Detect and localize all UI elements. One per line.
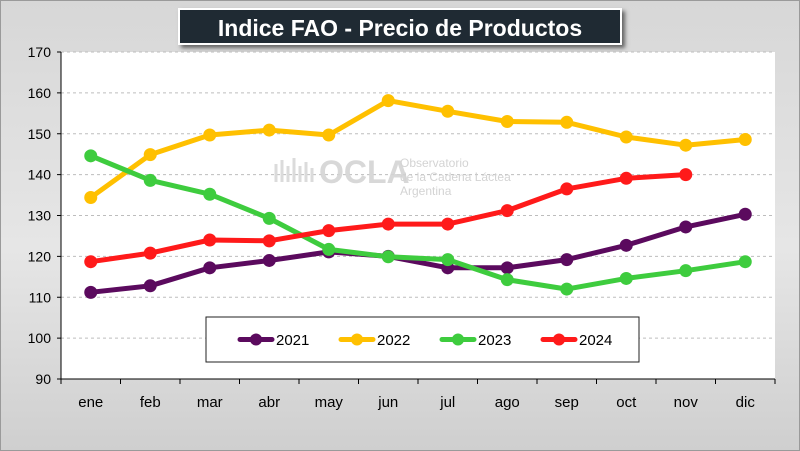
series-2023 <box>84 149 752 296</box>
point-2021-mar <box>203 261 217 275</box>
point-2023-oct <box>619 271 633 285</box>
point-2021-ene <box>84 285 98 299</box>
y-tick-label-120: 120 <box>28 248 52 264</box>
point-2023-feb <box>143 173 157 187</box>
gridlines <box>61 51 775 339</box>
watermark-line-3: Argentina <box>400 184 452 198</box>
point-2023-nov <box>679 264 693 278</box>
point-2024-abr <box>262 234 276 248</box>
point-2021-nov <box>679 220 693 234</box>
legend-label-2023: 2023 <box>478 332 511 349</box>
point-2024-mar <box>203 233 217 247</box>
point-2024-ago <box>500 204 514 218</box>
point-2022-ene <box>84 191 98 205</box>
ocla-logo-icon <box>274 158 314 182</box>
y-tick-label-150: 150 <box>28 126 52 142</box>
y-tick-label-140: 140 <box>28 167 52 183</box>
point-2024-ene <box>84 255 98 269</box>
y-tick-label-170: 170 <box>28 44 52 60</box>
watermark-logo-text: OCLA <box>319 154 410 190</box>
series-2022 <box>84 94 752 205</box>
point-2022-ago <box>500 114 514 128</box>
point-2022-jul <box>441 104 455 118</box>
point-2024-jun <box>381 217 395 231</box>
legend-marker-2021 <box>250 333 262 346</box>
x-tick-label-mar: mar <box>197 394 223 411</box>
point-2022-may <box>322 128 336 142</box>
x-tick-label-ago: ago <box>495 394 520 411</box>
point-2023-may <box>322 242 336 256</box>
point-2024-jul <box>441 217 455 231</box>
point-2022-abr <box>262 123 276 137</box>
y-tick-label-100: 100 <box>28 330 52 346</box>
point-2021-ago <box>500 261 514 275</box>
axes <box>57 51 776 384</box>
legend-marker-2022 <box>351 333 363 346</box>
x-tick-label-oct: oct <box>616 394 637 411</box>
point-2024-may <box>322 224 336 238</box>
point-2024-feb <box>143 246 157 260</box>
point-2023-ago <box>500 273 514 287</box>
legend-label-2021: 2021 <box>276 332 309 349</box>
point-2021-oct <box>619 238 633 252</box>
watermark-line-2: de la Cadena Láctea <box>400 170 511 184</box>
point-2022-dic <box>738 132 752 146</box>
x-tick-label-jul: jul <box>439 394 455 411</box>
x-tick-label-jun: jun <box>377 394 398 411</box>
point-2023-mar <box>203 187 217 201</box>
legend-label-2024: 2024 <box>579 332 612 349</box>
point-2024-nov <box>679 168 693 182</box>
x-tick-label-may: may <box>315 394 344 411</box>
x-tick-label-feb: feb <box>140 394 161 411</box>
series-2024 <box>84 168 693 269</box>
watermark-line-1: Observatorio <box>400 156 469 170</box>
legend-marker-2024 <box>553 333 565 346</box>
point-2023-jul <box>441 253 455 267</box>
point-2022-mar <box>203 128 217 142</box>
x-tick-label-sep: sep <box>555 394 579 411</box>
point-2022-oct <box>619 130 633 144</box>
ocla-watermark: OCLA Observatorio de la Cadena Láctea Ar… <box>274 154 511 198</box>
point-2023-sep <box>560 282 574 296</box>
series-line-2022 <box>88 98 748 200</box>
point-2023-ene <box>84 149 98 163</box>
x-tick-label-abr: abr <box>258 394 280 411</box>
y-tick-label-90: 90 <box>35 371 51 387</box>
point-2021-feb <box>143 279 157 293</box>
y-tick-label-130: 130 <box>28 208 52 224</box>
point-2023-dic <box>738 255 752 269</box>
point-2021-abr <box>262 253 276 267</box>
x-tick-label-nov: nov <box>674 394 699 411</box>
point-2022-sep <box>560 115 574 129</box>
point-2022-jun <box>381 94 395 108</box>
legend: 2021 2022 2023 2024 <box>205 316 640 363</box>
legend-label-2022: 2022 <box>377 332 410 349</box>
y-tick-labels: 90 100 110 120 130 140 150 160 170 <box>28 44 52 387</box>
y-tick-label-110: 110 <box>29 289 52 305</box>
x-tick-label-dic: dic <box>736 394 756 411</box>
point-2024-oct <box>619 171 633 185</box>
series-line-2021 <box>88 211 748 295</box>
legend-marker-2023 <box>452 333 464 346</box>
point-2021-dic <box>738 207 752 221</box>
point-2023-jun <box>381 250 395 264</box>
series-group <box>84 94 752 299</box>
x-tick-label-ene: ene <box>78 394 103 411</box>
point-2022-nov <box>679 138 693 152</box>
y-tick-label-160: 160 <box>28 85 52 101</box>
point-2022-feb <box>143 148 157 162</box>
point-2023-abr <box>262 211 276 225</box>
point-2021-sep <box>560 253 574 267</box>
x-tick-labels: ene feb mar abr may jun jul ago sep oct nov dic <box>78 394 755 411</box>
series-line-2023 <box>88 153 748 292</box>
point-2024-sep <box>560 182 574 196</box>
